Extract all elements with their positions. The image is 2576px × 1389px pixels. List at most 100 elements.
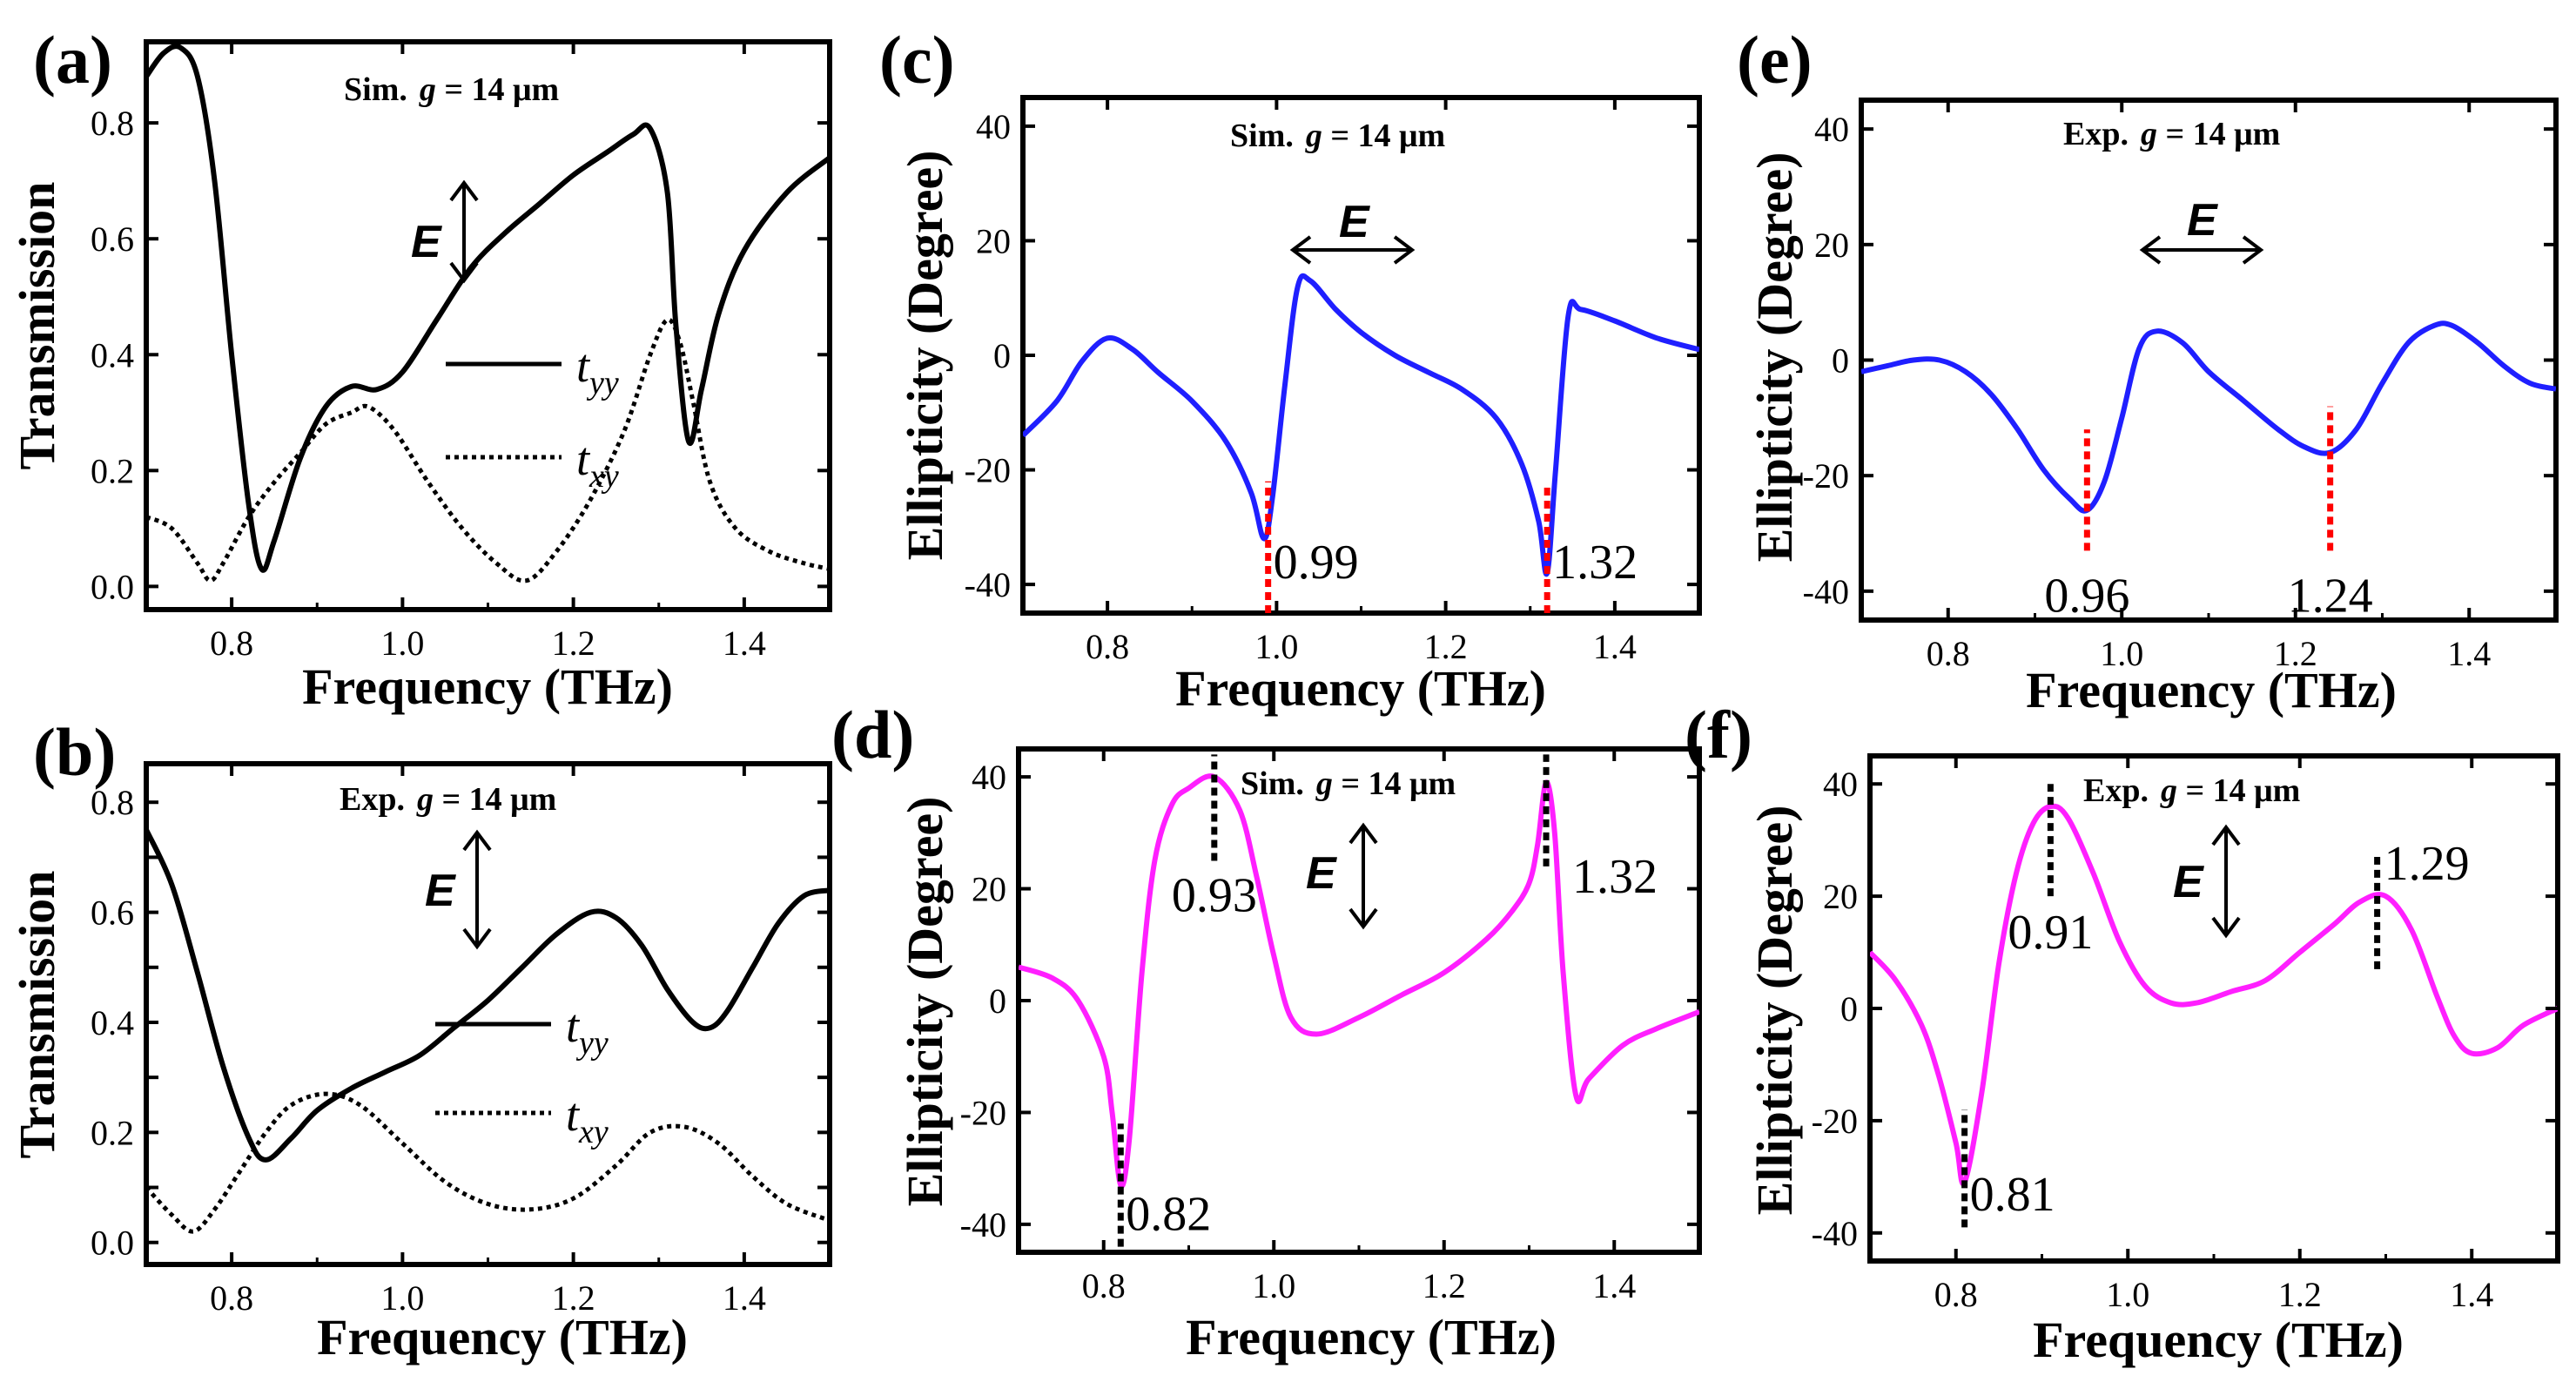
x-tick-label-f-3: 1.4 <box>2450 1275 2493 1314</box>
marker-label-d-1: 0.93 <box>1172 868 1257 922</box>
chart-title-f: Exp. g = 14 μm <box>2083 772 2300 809</box>
axis-ticks-a: 0.8 1.0 1.2 1.4 0.0 0.2 0.4 0.6 0.8 <box>91 42 831 663</box>
y-axis-title-b: Transmission <box>9 871 65 1159</box>
title-prefix-b: Exp. <box>340 781 405 818</box>
title-var-d: g <box>1315 765 1333 802</box>
y-tick-label-f-0: -40 <box>1812 1214 1858 1253</box>
marker-label-e-0: 0.96 <box>2044 569 2129 623</box>
plot-area-f: 0.81 0.91 1.29 0.8 1.0 1.2 1.4 -40 -20 0 20 40 Exp… <box>1812 753 2560 1314</box>
efield-indicator-f: E <box>2173 824 2241 939</box>
efield-arrowheads-icon-c <box>1289 235 1416 265</box>
x-tick-label-e-0: 0.8 <box>1927 634 1970 673</box>
series-line-ellipticity-c <box>1023 273 1699 577</box>
y-tick-label-a-0: 0.0 <box>91 567 134 606</box>
x-tick-label-a-3: 1.4 <box>723 624 766 663</box>
x-tick-label-b-0: 0.8 <box>210 1278 253 1318</box>
plot-area-c: 0.99 1.32 0.8 1.0 1.2 1.4 -40 -20 0 20 40 Sim. g =… <box>965 95 1702 666</box>
y-axis-title-f: Ellipticity (Degree) <box>1746 806 1803 1216</box>
chart-title-e: Exp. g = 14 μm <box>2063 116 2280 152</box>
title-prefix-d: Sim. <box>1241 765 1304 802</box>
y-tick-label-f-3: 20 <box>1823 877 1858 916</box>
x-tick-label-d-1: 1.0 <box>1252 1266 1295 1305</box>
series-line-ellipticity-e <box>1861 320 2556 514</box>
panel-b: (b) 0.8 1.0 1.2 1.4 0.0 0.2 0.4 0.6 0.8 Exp. g = … <box>9 714 832 1365</box>
plot-area-e: 0.96 1.24 0.8 1.0 1.2 1.4 -40 -20 0 20 40 Exp. g =… <box>1803 98 2559 673</box>
efield-arrowheads-icon-f <box>2211 824 2241 939</box>
svg-text:Exp.g = 14 μm: Exp. g = 14 μm <box>340 781 556 818</box>
panel-label-e: (e) <box>1737 22 1813 98</box>
y-axis-title-e: Ellipticity (Degree) <box>1746 152 1803 563</box>
y-tick-label-b-8: 0.8 <box>91 783 134 822</box>
y-tick-label-d-1: -20 <box>960 1093 1006 1132</box>
marker-label-d-2: 1.32 <box>1572 850 1658 904</box>
legend-sub-tyy-a: yy <box>586 365 619 401</box>
efield-label-d: E <box>1306 848 1337 899</box>
svg-text:txy: txy <box>576 433 619 495</box>
title-var-f: g <box>2160 772 2177 809</box>
y-tick-label-d-2: 0 <box>989 981 1006 1021</box>
x-axis-title-b: Frequency (THz) <box>317 1309 688 1365</box>
y-tick-label-e-1: -20 <box>1803 456 1849 496</box>
panel-e: (e) 0.96 1.24 0.8 1.0 1.2 1.4 -40 -20 0 20 40 Exp… <box>1737 22 2559 718</box>
title-rest-b: = 14 μm <box>434 781 556 818</box>
axis-ticks-c: 0.8 1.0 1.2 1.4 -40 -20 0 20 40 <box>965 98 1701 666</box>
efield-arrowheads-icon-a <box>449 179 479 284</box>
y-tick-label-e-3: 20 <box>1814 226 1849 265</box>
title-rest-f: = 14 μm <box>2177 772 2300 809</box>
panel-label-b: (b) <box>33 714 116 790</box>
y-tick-label-c-0: -40 <box>965 565 1011 604</box>
legend-sub-tyy-b: yy <box>575 1025 609 1062</box>
x-tick-label-e-1: 1.0 <box>2100 634 2143 673</box>
panel-label-d: (d) <box>831 697 914 772</box>
y-tick-label-b-4: 0.4 <box>91 1003 134 1042</box>
plot-area-a: 0.8 1.0 1.2 1.4 0.0 0.2 0.4 0.6 0.8 Sim. g = 14 μ… <box>91 39 832 663</box>
legend-label-txy-a: t <box>576 433 591 485</box>
y-tick-label-b-0: 0.0 <box>91 1224 134 1263</box>
y-tick-label-a-3: 0.6 <box>91 219 134 259</box>
efield-indicator-b: E <box>425 829 492 950</box>
data-lines-a <box>146 44 830 583</box>
y-tick-label-a-1: 0.2 <box>91 451 134 490</box>
x-tick-label-f-1: 1.0 <box>2106 1275 2149 1314</box>
y-axis-title-a: Transmission <box>9 182 65 470</box>
panel-label-f: (f) <box>1685 697 1752 772</box>
x-tick-label-c-1: 1.0 <box>1254 627 1298 666</box>
y-tick-label-c-3: 20 <box>976 221 1011 260</box>
y-tick-label-c-2: 0 <box>993 336 1011 375</box>
title-prefix-f: Exp. <box>2083 772 2149 809</box>
title-rest-d: = 14 μm <box>1333 765 1456 802</box>
y-tick-label-d-4: 40 <box>972 758 1006 797</box>
x-tick-label-b-3: 1.4 <box>723 1278 766 1318</box>
series-line-t-xy-a <box>146 317 830 583</box>
y-tick-label-a-4: 0.8 <box>91 104 134 143</box>
panel-a: (a) 0.8 1.0 1.2 1.4 0.0 0.2 0.4 0.6 0.8 Sim. g = … <box>9 22 832 715</box>
x-tick-label-a-0: 0.8 <box>210 624 253 663</box>
y-tick-label-b-6: 0.6 <box>91 893 134 933</box>
title-prefix-e: Exp. <box>2063 116 2129 152</box>
legend-b: tyy txy <box>435 1000 609 1150</box>
legend-label-tyy-a: t <box>576 340 591 392</box>
efield-indicator-a: E <box>411 179 479 284</box>
legend-label-tyy-b: t <box>566 1000 581 1052</box>
svg-text:Exp.g = 14 μm: Exp. g = 14 μm <box>2083 772 2300 809</box>
x-tick-label-f-0: 0.8 <box>1934 1275 1978 1314</box>
marker-label-f-1: 0.91 <box>2008 906 2093 960</box>
title-rest-c: = 14 μm <box>1322 118 1445 154</box>
efield-label-a: E <box>411 217 442 267</box>
data-lines-c: 0.99 1.32 <box>1023 273 1699 613</box>
marker-label-c-0: 0.99 <box>1274 536 1359 590</box>
title-var-e: g <box>2140 116 2157 152</box>
plot-area-d: 0.82 0.93 1.32 0.8 1.0 1.2 1.4 -40 -20 0 20 40 Sim… <box>960 746 1702 1305</box>
x-tick-label-b-2: 1.2 <box>552 1278 595 1318</box>
chart-title-d: Sim. g = 14 μm <box>1241 765 1456 802</box>
x-tick-label-d-2: 1.2 <box>1423 1266 1466 1305</box>
svg-text:tyy: tyy <box>576 340 619 401</box>
marker-label-e-1: 1.24 <box>2288 569 2373 623</box>
chart-title-b: Exp. g = 14 μm <box>340 781 556 818</box>
x-tick-label-e-2: 1.2 <box>2274 634 2317 673</box>
efield-label-b: E <box>425 866 456 916</box>
title-rest-e: = 14 μm <box>2157 116 2280 152</box>
axis-ticks-b: 0.8 1.0 1.2 1.4 0.0 0.2 0.4 0.6 0.8 <box>91 764 831 1318</box>
title-var-c: g <box>1305 118 1322 154</box>
svg-text:Sim.g = 14 μm: Sim. g = 14 μm <box>1230 118 1445 154</box>
